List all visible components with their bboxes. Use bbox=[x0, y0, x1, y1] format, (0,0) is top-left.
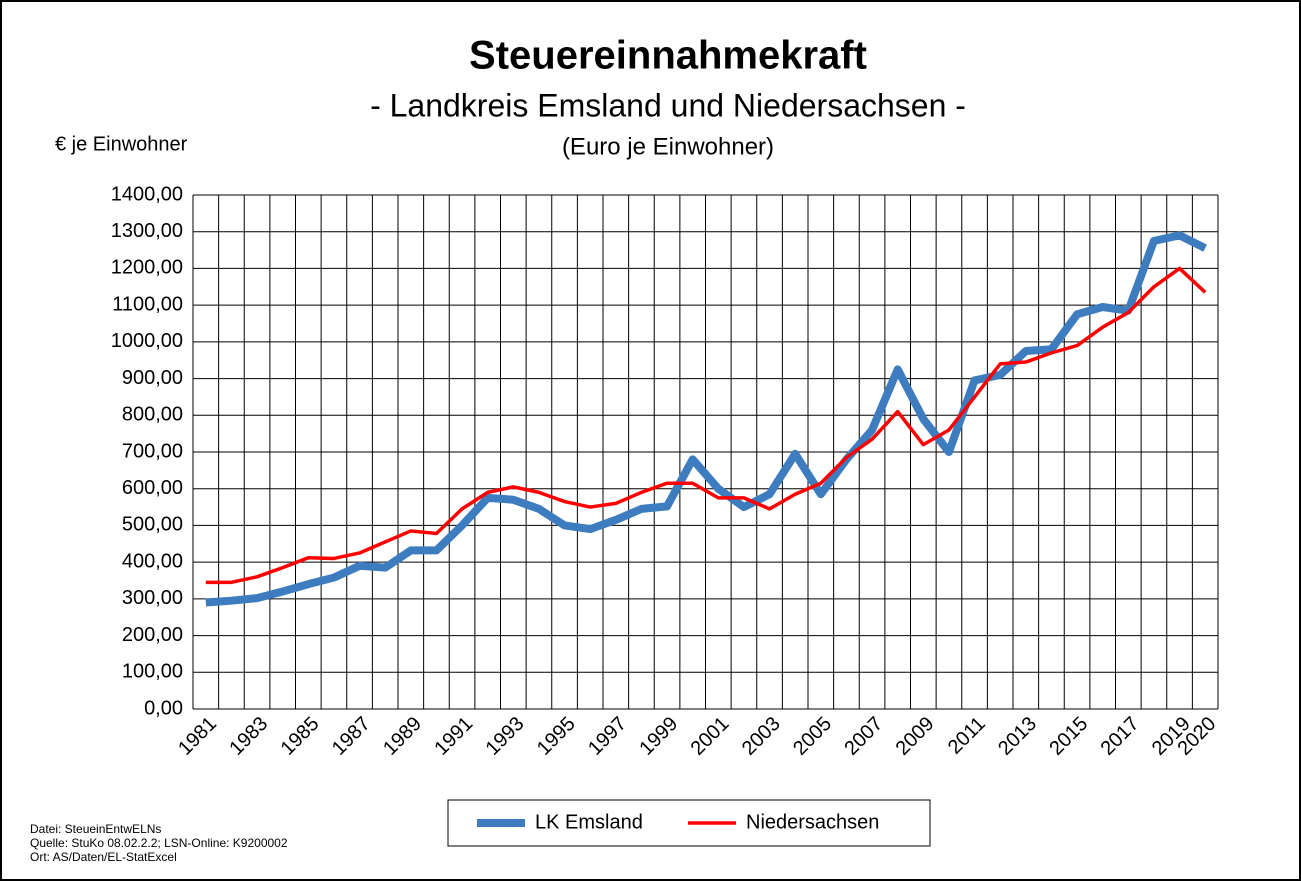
legend-label: LK Emsland bbox=[535, 811, 643, 833]
y-tick-label: 800,00 bbox=[122, 404, 183, 426]
y-tick-label: 1200,00 bbox=[111, 257, 183, 279]
footnote: Ort: AS/Daten/EL-StatExcel bbox=[30, 850, 177, 864]
footnote: Datei: SteueinEntwELNs bbox=[30, 822, 161, 836]
legend-label: Niedersachsen bbox=[746, 811, 879, 833]
footnote: Quelle: StuKo 08.02.2.2; LSN-Online: K92… bbox=[30, 836, 288, 850]
y-axis-label: € je Einwohner bbox=[55, 133, 188, 155]
y-tick-label: 600,00 bbox=[122, 477, 183, 499]
series-line bbox=[205, 231, 1207, 607]
y-tick-label: 500,00 bbox=[122, 514, 183, 536]
y-tick-label: 400,00 bbox=[122, 550, 183, 572]
y-tick-label: 0,00 bbox=[144, 697, 183, 719]
y-tick-label: 700,00 bbox=[122, 440, 183, 462]
y-tick-label: 1400,00 bbox=[111, 183, 183, 205]
chart-subtitle2: (Euro je Einwohner) bbox=[562, 133, 774, 160]
chart-title: Steuereinnahmekraft bbox=[469, 34, 867, 78]
y-tick-label: 900,00 bbox=[122, 367, 183, 389]
y-tick-label: 200,00 bbox=[122, 624, 183, 646]
chart-subtitle: - Landkreis Emsland und Niedersachsen - bbox=[370, 87, 966, 123]
y-tick-label: 100,00 bbox=[122, 661, 183, 683]
series-line bbox=[205, 266, 1207, 585]
y-tick-label: 1300,00 bbox=[111, 220, 183, 242]
y-tick-label: 1000,00 bbox=[111, 330, 183, 352]
y-tick-label: 1100,00 bbox=[112, 293, 183, 315]
y-tick-label: 300,00 bbox=[122, 587, 183, 609]
